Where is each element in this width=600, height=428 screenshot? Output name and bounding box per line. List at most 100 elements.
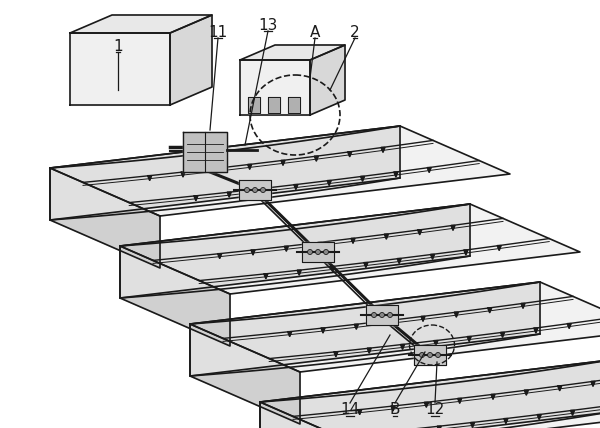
- Polygon shape: [567, 324, 571, 329]
- Polygon shape: [451, 226, 455, 230]
- Polygon shape: [120, 204, 470, 298]
- Polygon shape: [521, 303, 525, 309]
- Polygon shape: [397, 259, 401, 264]
- Ellipse shape: [388, 312, 392, 318]
- Polygon shape: [557, 386, 562, 391]
- Polygon shape: [70, 33, 170, 105]
- Polygon shape: [70, 15, 212, 33]
- Polygon shape: [281, 160, 285, 165]
- Polygon shape: [240, 45, 345, 60]
- Ellipse shape: [419, 353, 425, 357]
- Polygon shape: [284, 246, 289, 251]
- Polygon shape: [194, 196, 198, 201]
- Polygon shape: [367, 348, 371, 353]
- Polygon shape: [251, 250, 255, 255]
- Polygon shape: [331, 267, 335, 271]
- Polygon shape: [504, 419, 508, 424]
- Polygon shape: [327, 181, 331, 185]
- Polygon shape: [310, 45, 345, 115]
- Polygon shape: [214, 168, 218, 173]
- Polygon shape: [190, 282, 600, 372]
- Polygon shape: [260, 188, 265, 193]
- Polygon shape: [414, 345, 446, 365]
- Polygon shape: [50, 126, 400, 220]
- Text: 11: 11: [208, 24, 227, 39]
- Text: A: A: [310, 24, 320, 39]
- Polygon shape: [427, 167, 431, 172]
- Polygon shape: [50, 168, 160, 268]
- Ellipse shape: [316, 250, 320, 255]
- Polygon shape: [190, 324, 300, 424]
- Ellipse shape: [380, 312, 385, 318]
- Polygon shape: [302, 242, 334, 262]
- Polygon shape: [418, 230, 422, 235]
- Polygon shape: [500, 332, 505, 337]
- Polygon shape: [294, 184, 298, 190]
- Polygon shape: [537, 415, 541, 419]
- Polygon shape: [355, 324, 358, 329]
- Polygon shape: [401, 345, 404, 349]
- Polygon shape: [571, 410, 575, 415]
- Polygon shape: [170, 15, 212, 105]
- Polygon shape: [297, 270, 301, 275]
- Polygon shape: [183, 132, 227, 172]
- Polygon shape: [239, 180, 271, 199]
- Polygon shape: [364, 262, 368, 268]
- Polygon shape: [260, 360, 600, 428]
- Ellipse shape: [436, 353, 440, 357]
- Polygon shape: [287, 332, 292, 337]
- Polygon shape: [497, 246, 501, 250]
- Polygon shape: [347, 152, 352, 157]
- Polygon shape: [381, 147, 385, 152]
- Polygon shape: [268, 97, 280, 113]
- Polygon shape: [454, 312, 458, 317]
- Polygon shape: [534, 328, 538, 333]
- Polygon shape: [431, 254, 434, 259]
- Polygon shape: [148, 175, 152, 181]
- Polygon shape: [50, 126, 510, 216]
- Text: 2: 2: [350, 24, 360, 39]
- Polygon shape: [358, 410, 362, 415]
- Polygon shape: [260, 402, 370, 428]
- Polygon shape: [591, 381, 595, 386]
- Polygon shape: [394, 172, 398, 177]
- Polygon shape: [321, 328, 325, 333]
- Polygon shape: [181, 172, 185, 177]
- Polygon shape: [366, 306, 398, 324]
- Text: 13: 13: [259, 18, 278, 33]
- Ellipse shape: [308, 250, 313, 255]
- Polygon shape: [524, 390, 529, 395]
- Ellipse shape: [260, 187, 265, 193]
- Polygon shape: [388, 321, 392, 325]
- Polygon shape: [488, 308, 491, 313]
- Polygon shape: [385, 234, 388, 239]
- Text: 14: 14: [340, 402, 359, 417]
- Ellipse shape: [245, 187, 250, 193]
- Ellipse shape: [323, 250, 329, 255]
- Polygon shape: [424, 402, 428, 407]
- Polygon shape: [264, 274, 268, 279]
- Text: B: B: [390, 402, 400, 417]
- Polygon shape: [491, 394, 495, 399]
- Polygon shape: [227, 192, 231, 197]
- Polygon shape: [120, 204, 580, 294]
- Polygon shape: [314, 156, 319, 161]
- Polygon shape: [248, 97, 260, 113]
- Polygon shape: [120, 246, 230, 346]
- Polygon shape: [317, 242, 322, 247]
- Polygon shape: [351, 238, 355, 244]
- Polygon shape: [470, 422, 475, 428]
- Polygon shape: [260, 360, 600, 428]
- Polygon shape: [437, 426, 441, 428]
- Polygon shape: [467, 336, 471, 342]
- Ellipse shape: [371, 312, 377, 318]
- Polygon shape: [361, 176, 365, 181]
- Polygon shape: [288, 97, 300, 113]
- Text: 1: 1: [113, 39, 123, 54]
- Polygon shape: [391, 406, 395, 411]
- Ellipse shape: [427, 353, 433, 357]
- Polygon shape: [421, 316, 425, 321]
- Polygon shape: [218, 254, 221, 259]
- Polygon shape: [464, 250, 468, 255]
- Polygon shape: [434, 341, 438, 345]
